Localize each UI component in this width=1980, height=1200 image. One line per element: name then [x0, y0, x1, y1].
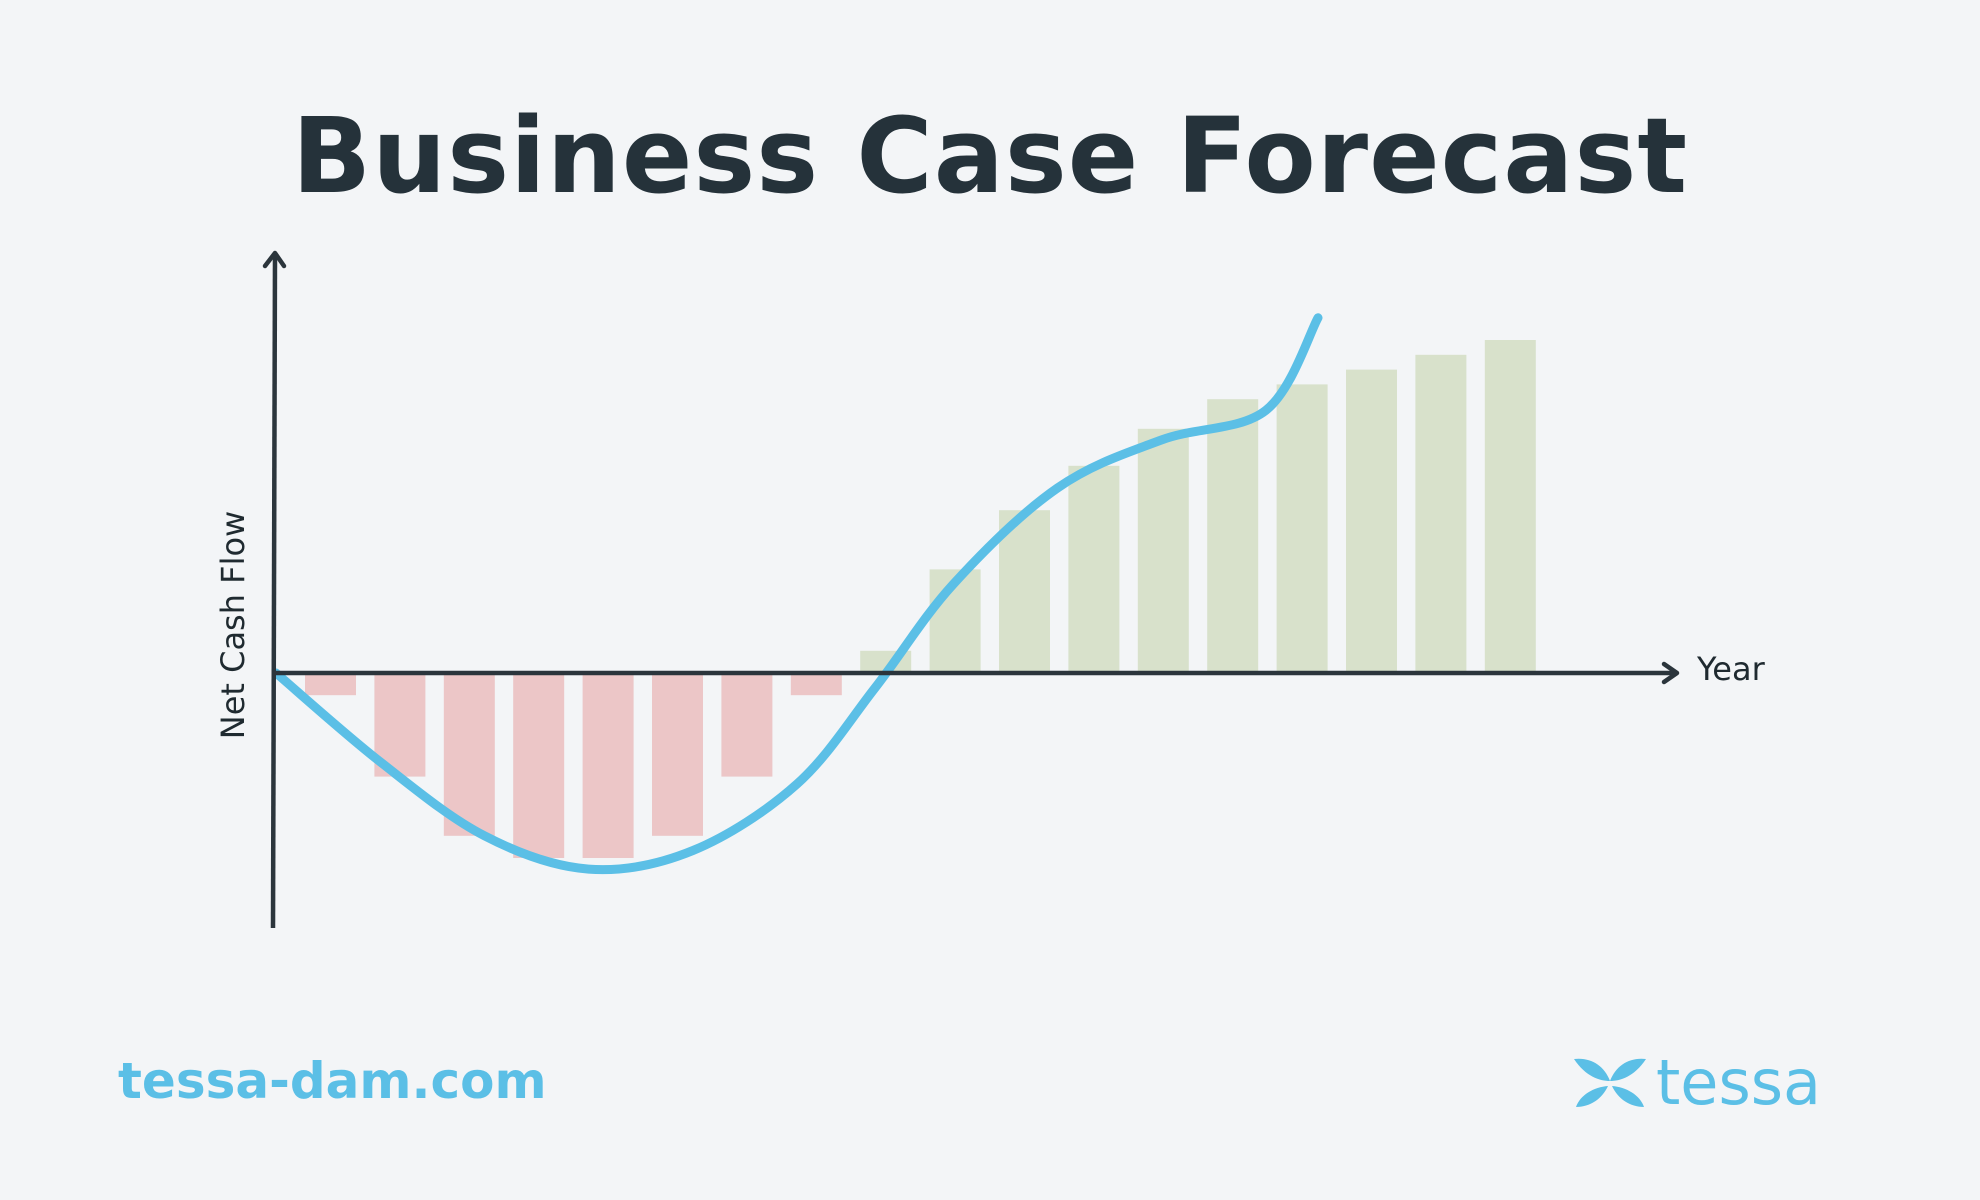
bar [721, 675, 773, 777]
y-axis-label: Net Cash Flow [214, 511, 252, 739]
bar [1346, 369, 1397, 671]
bar [582, 675, 634, 858]
bar [999, 510, 1050, 671]
bar [1137, 428, 1189, 671]
y-axis-arrow [262, 250, 287, 269]
cash-flow-line [271, 313, 1323, 875]
bar [443, 675, 495, 836]
butterfly-logo-icon [1574, 1058, 1646, 1107]
x-axis-label: Year [1696, 650, 1766, 688]
brand-name: tessa [1656, 1046, 1822, 1119]
bar [790, 675, 842, 696]
brand-logo: tessa [1572, 1052, 1821, 1114]
chart-title: Business Case Forecast [291, 95, 1689, 217]
bar [1068, 465, 1120, 671]
bar [1276, 384, 1328, 671]
bar [1415, 354, 1467, 671]
website-link[interactable]: tessa-dam.com [118, 1052, 547, 1110]
bar [1484, 340, 1536, 671]
bar [305, 675, 356, 696]
y-axis [270, 252, 278, 929]
bar [513, 675, 565, 858]
bar [652, 675, 703, 836]
x-axis-arrow [1661, 661, 1680, 685]
bar [1207, 399, 1259, 671]
